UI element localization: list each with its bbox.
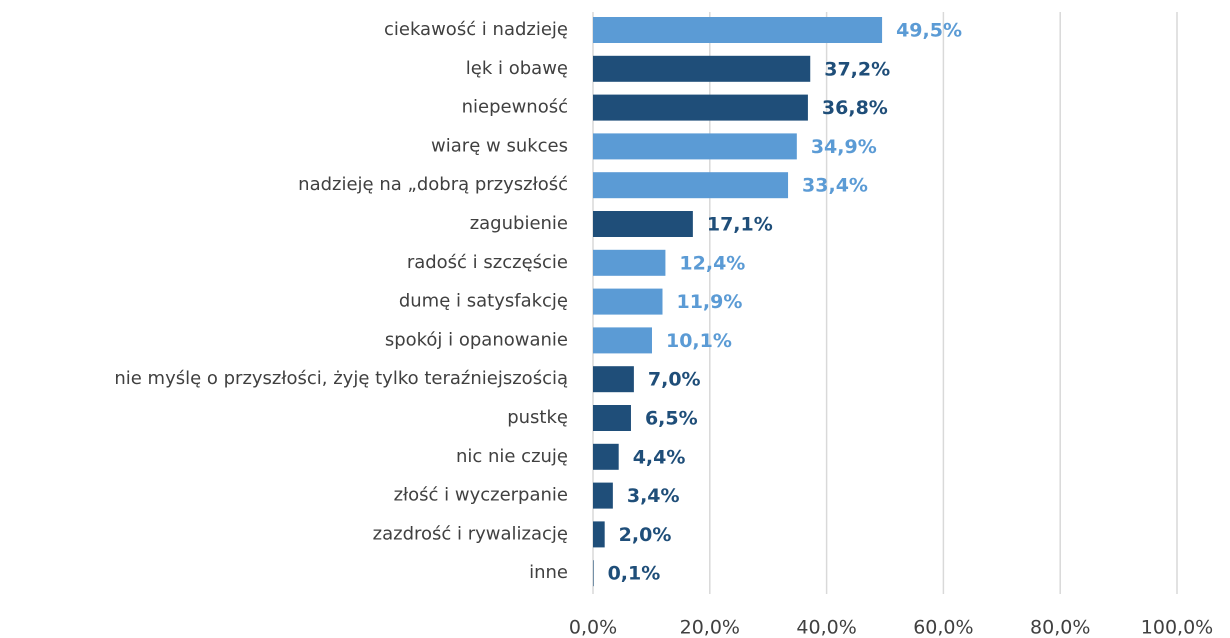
y-tick-label: spokój i opanowanie <box>385 329 568 350</box>
value-label: 12,4% <box>679 252 745 274</box>
y-tick-label: złość i wyczerpanie <box>394 485 568 506</box>
bar <box>593 288 663 315</box>
x-tick-label: 80,0% <box>1030 617 1090 638</box>
bar <box>593 55 811 82</box>
bar <box>593 327 652 354</box>
y-tick-label: nic nie czuję <box>456 446 568 467</box>
bar <box>593 172 789 199</box>
y-tick-label: zagubienie <box>470 213 568 234</box>
y-tick-label: ciekawość i nadzieję <box>384 19 568 40</box>
bar <box>593 94 808 121</box>
value-label: 2,0% <box>619 524 672 546</box>
bar <box>593 366 634 393</box>
y-tick-label: zazdrość i rywalizację <box>373 523 568 544</box>
y-tick-label: pustkę <box>507 407 568 428</box>
y-tick-label: radość i szczęście <box>407 252 568 273</box>
bar <box>593 443 619 470</box>
bar <box>593 249 666 276</box>
y-tick-label: dumę i satysfakcję <box>399 291 568 312</box>
value-label: 11,9% <box>676 291 742 313</box>
value-label: 3,4% <box>627 485 680 507</box>
value-label: 10,1% <box>666 330 732 352</box>
x-tick-label: 0,0% <box>569 617 617 638</box>
x-tick-label: 40,0% <box>796 617 856 638</box>
bar <box>593 133 797 160</box>
bar <box>593 17 883 43</box>
value-label: 34,9% <box>811 136 877 158</box>
bar <box>593 521 605 548</box>
y-tick-label: lęk i obawę <box>466 58 568 79</box>
x-tick-label: 100,0% <box>1141 617 1213 638</box>
value-label: 37,2% <box>824 58 890 80</box>
value-label: 6,5% <box>645 408 698 430</box>
x-tick-label: 20,0% <box>680 617 740 638</box>
value-label: 49,5% <box>896 20 962 42</box>
bar <box>593 405 631 431</box>
y-tick-label: wiarę w sukces <box>431 135 568 156</box>
value-label: 0,1% <box>608 563 661 585</box>
value-label: 33,4% <box>802 175 868 197</box>
y-tick-label: nadzieję na „dobrą przyszłość <box>298 174 568 195</box>
value-label: 4,4% <box>633 446 686 468</box>
value-label: 7,0% <box>648 369 701 391</box>
y-tick-label: nie myślę o przyszłości, żyję tylko tera… <box>114 368 568 389</box>
bar <box>593 482 613 509</box>
value-label: 36,8% <box>822 97 888 119</box>
value-label: 17,1% <box>707 214 773 236</box>
bar <box>593 211 693 237</box>
bar <box>593 560 594 587</box>
y-tick-label: niepewność <box>462 97 568 118</box>
x-tick-label: 60,0% <box>913 617 973 638</box>
y-tick-label: inne <box>529 562 568 583</box>
